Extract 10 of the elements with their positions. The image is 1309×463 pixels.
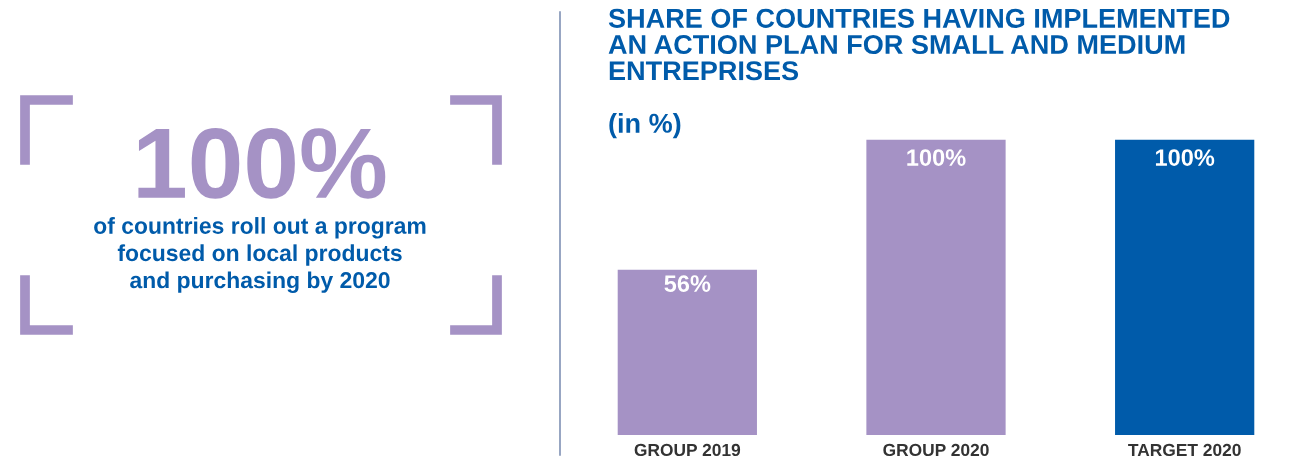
x-tick-label: GROUP 2019 [634,443,741,457]
x-tick-label: TARGET 2020 [1128,443,1241,457]
data-label: 56% [664,275,711,292]
data-label: 100% [1155,149,1215,166]
x-tick-label: GROUP 2020 [883,443,989,457]
chart-title: SHARE OF COUNTRIES HAVING IMPLEMENTED AN ACTION PLAN FOR SMALL AND MEDIUM ENTREPRISES [608,8,1230,81]
text: 100% [138,128,386,199]
data-label: 100% [907,149,966,166]
chart-subtitle: (in %) [609,113,681,139]
text: of countries roll out a program focused on local products and purchasing by 2020 [94,217,426,293]
